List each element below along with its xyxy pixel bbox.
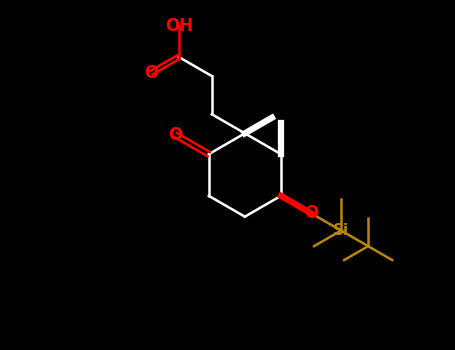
Text: OH: OH bbox=[165, 17, 193, 35]
Text: O: O bbox=[168, 126, 183, 144]
Text: O: O bbox=[145, 64, 159, 82]
Text: O: O bbox=[304, 204, 318, 222]
Text: Si: Si bbox=[333, 223, 349, 238]
